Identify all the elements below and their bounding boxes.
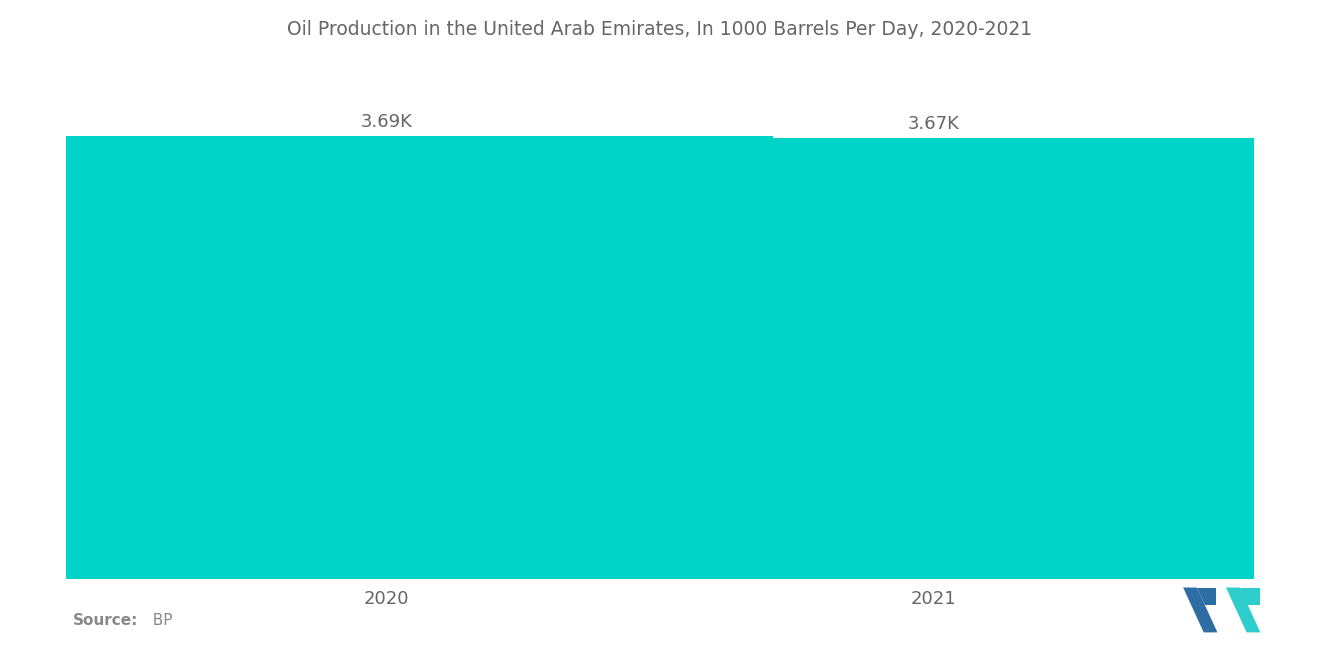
Polygon shape [1239,588,1261,605]
Polygon shape [1183,588,1217,632]
Polygon shape [1226,588,1261,632]
Polygon shape [1197,588,1216,605]
Text: Oil Production in the United Arab Emirates, In 1000 Barrels Per Day, 2020-2021: Oil Production in the United Arab Emirat… [288,20,1032,39]
Bar [1,136,772,579]
Text: 3.69K: 3.69K [360,113,413,131]
Text: BP: BP [143,613,172,628]
Text: Source:: Source: [73,613,139,628]
Bar [546,138,1320,579]
Text: 3.67K: 3.67K [907,115,960,133]
